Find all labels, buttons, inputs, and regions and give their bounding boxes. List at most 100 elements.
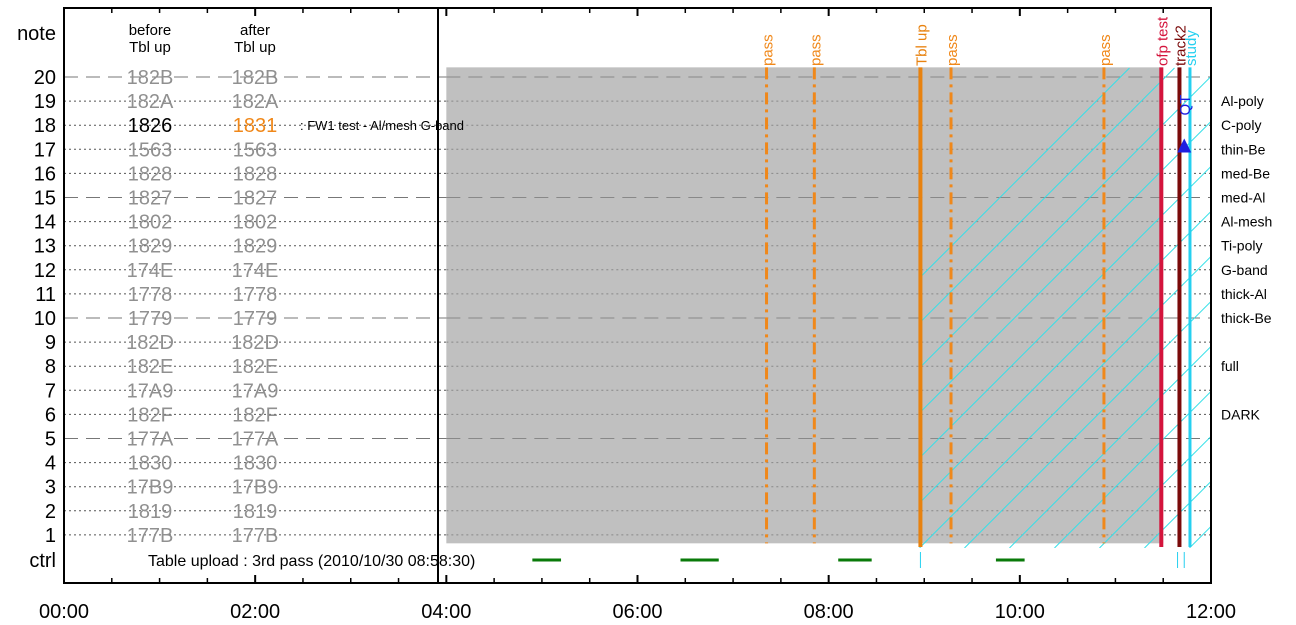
row-number: 17	[34, 139, 56, 161]
axis-ticks-layer: 00:00 02:00 04:00 06:00 08:00 10:00 12:00	[39, 8, 1236, 623]
row-number: 11	[35, 284, 56, 306]
before-value: 1830	[128, 453, 173, 475]
row-number: 3	[45, 477, 56, 499]
hatch-line	[919, 67, 1175, 324]
filter-label: full	[1221, 358, 1239, 374]
before-value: 1779	[128, 308, 173, 330]
hatch-line	[1009, 345, 1211, 548]
row-number: 13	[34, 236, 56, 258]
hatch-line	[1189, 525, 1211, 548]
after-value: 1802	[233, 212, 278, 234]
before-value: 1829	[128, 236, 173, 258]
event-label: study	[1183, 30, 1200, 66]
after-header: Tbl up	[234, 39, 276, 56]
before-value: 182E	[127, 356, 174, 378]
row-number: 2	[45, 501, 56, 523]
marker-label: QT	[1177, 95, 1194, 116]
before-header: before	[129, 22, 172, 39]
event-label: track2	[1172, 25, 1189, 66]
row-number: 6	[45, 404, 56, 426]
before-value: 1828	[128, 163, 173, 185]
event-label: ofp test	[1154, 16, 1171, 66]
after-value: 1831	[233, 115, 278, 137]
observation-band	[446, 67, 1164, 544]
after-value: 17B9	[232, 477, 279, 499]
after-value: 182E	[232, 356, 279, 378]
hatch-line	[919, 210, 1211, 504]
before-value: 182B	[127, 67, 174, 89]
before-value: 1819	[128, 501, 173, 523]
pass-label: pass	[807, 34, 824, 66]
x-tick-label: 00:00	[39, 601, 89, 623]
before-value: 177A	[127, 429, 174, 451]
after-value: 1819	[233, 501, 278, 523]
row-number: 4	[45, 453, 56, 475]
filter-label: thick-Al	[1221, 286, 1267, 302]
before-value: 174E	[127, 260, 174, 282]
hatch-line	[919, 165, 1211, 459]
before-value: 1778	[128, 284, 173, 306]
event-label: Tbl up	[913, 24, 930, 66]
x-tick-label: 10:00	[995, 601, 1045, 623]
pass-label: pass	[760, 34, 777, 66]
x-tick-label: 12:00	[1186, 601, 1236, 623]
filter-label: Ti-poly	[1221, 238, 1263, 254]
row-number: 9	[45, 332, 56, 354]
hatch-line	[1054, 390, 1211, 548]
after-value: 1829	[233, 236, 278, 258]
row-number: 10	[34, 308, 56, 330]
after-value: 182B	[232, 67, 279, 89]
after-value: 177B	[232, 525, 279, 547]
before-value: 182D	[126, 332, 174, 354]
row-number: 14	[34, 212, 56, 234]
pass-label: pass	[944, 34, 961, 66]
after-value: 177A	[232, 429, 279, 451]
row-number: 15	[34, 188, 56, 210]
after-value: 1828	[233, 163, 278, 185]
x-tick-label: 04:00	[421, 601, 471, 623]
before-value: 1563	[128, 139, 173, 161]
before-header: Tbl up	[129, 39, 171, 56]
filter-label: Al-poly	[1221, 93, 1264, 109]
hatch-line	[1144, 480, 1211, 548]
before-value: 1826	[128, 115, 173, 137]
filter-label: thin-Be	[1221, 141, 1266, 157]
ctrl-label: ctrl	[29, 550, 56, 572]
row-number: 1	[45, 525, 56, 547]
observation-band-layer	[446, 67, 1296, 548]
caption: Table upload : 3rd pass (2010/10/30 08:5…	[148, 553, 475, 570]
after-value: 17A9	[232, 380, 279, 402]
hatch-line	[919, 75, 1211, 369]
row-note: : FW1 test - Al/mesh G-band	[300, 118, 464, 133]
pass-label: pass	[1097, 34, 1114, 66]
after-value: 1779	[233, 308, 278, 330]
hatch-line	[919, 67, 1130, 279]
after-value: 1778	[233, 284, 278, 306]
event-lines-layer: pass pass pass pass Tbl up ofp test track2stud…	[532, 16, 1200, 568]
row-number: 16	[34, 163, 56, 185]
row-number: 19	[34, 91, 56, 113]
filter-label: thick-Be	[1221, 310, 1272, 326]
before-value: 177B	[127, 525, 174, 547]
row-number: 5	[45, 429, 56, 451]
before-value: 17B9	[127, 477, 174, 499]
before-value: 182A	[127, 91, 174, 113]
hatch-line	[1279, 68, 1296, 548]
after-value: 1563	[233, 139, 278, 161]
row-number: 20	[34, 67, 56, 89]
before-value: 182F	[127, 404, 173, 426]
filter-label: G-band	[1221, 262, 1268, 278]
filter-label: Al-mesh	[1221, 214, 1272, 230]
after-value: 1827	[233, 188, 278, 210]
marker-triangle	[1177, 138, 1192, 153]
after-value: 182D	[231, 332, 279, 354]
x-tick-label: 02:00	[230, 601, 280, 623]
x-tick-label: 08:00	[804, 601, 854, 623]
filter-label: DARK	[1221, 406, 1261, 422]
after-value: 182F	[232, 404, 278, 426]
filter-label: C-poly	[1221, 117, 1261, 133]
hatch-line	[1234, 68, 1296, 548]
row-number: 12	[34, 260, 56, 282]
